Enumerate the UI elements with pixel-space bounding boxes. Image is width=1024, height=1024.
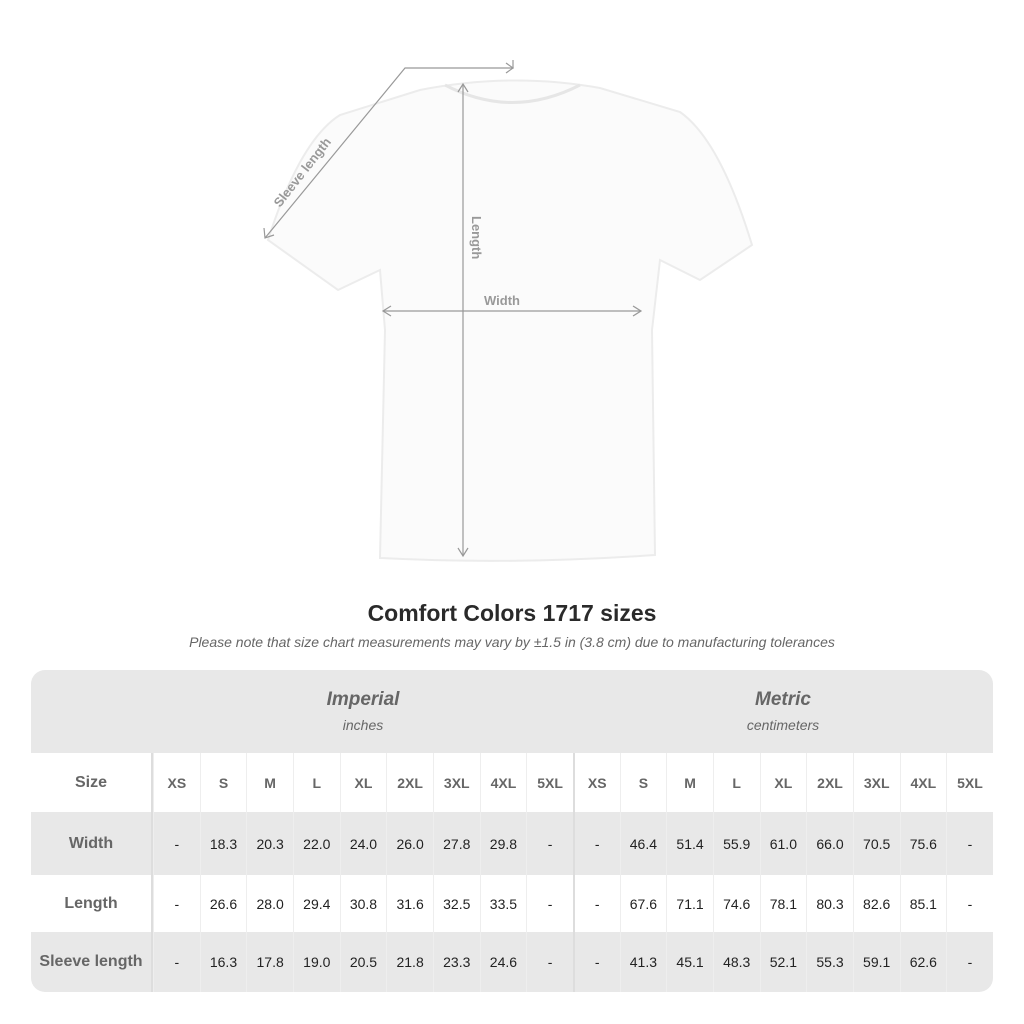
- metric-value-cell: 41.3: [619, 932, 667, 992]
- metric-value-cell: 70.5: [852, 812, 900, 875]
- metric-value-cell: -: [572, 812, 620, 875]
- row-label: Sleeve length: [31, 932, 153, 992]
- size-header-cell: 4XL: [479, 753, 527, 812]
- imperial-value-cell: 17.8: [246, 932, 293, 992]
- size-header-cell: 2XL: [386, 753, 433, 812]
- imperial-value-cell: 21.8: [386, 932, 433, 992]
- imperial-value-cell: 20.5: [339, 932, 387, 992]
- unit-header: Imperial inches Metric centimeters: [31, 670, 993, 753]
- metric-value-cell: 61.0: [759, 812, 807, 875]
- metric-value-cell: 85.1: [899, 875, 947, 932]
- metric-unit: centimeters: [746, 717, 820, 733]
- size-header-cell: XS: [572, 753, 620, 812]
- size-header-cell: M: [246, 753, 293, 812]
- length-label: Length: [469, 216, 484, 259]
- metric-value-cell: 78.1: [759, 875, 807, 932]
- imperial-value-cell: 27.8: [432, 812, 480, 875]
- metric-value-cell: 45.1: [666, 932, 713, 992]
- tolerance-note: Please note that size chart measurements…: [189, 634, 835, 650]
- imperial-value-cell: 20.3: [246, 812, 293, 875]
- metric-value-cell: -: [946, 812, 993, 875]
- metric-value-cell: -: [946, 875, 993, 932]
- metric-value-cell: 74.6: [712, 875, 760, 932]
- metric-value-cell: 51.4: [666, 812, 713, 875]
- size-header-cell: XS: [153, 753, 200, 812]
- imperial-value-cell: 29.4: [292, 875, 340, 932]
- metric-value-cell: 55.3: [806, 932, 853, 992]
- metric-header: Metric centimeters: [573, 670, 993, 733]
- table-row: Length -26.6 28.0 29.4 30.8 31.6 32.5 33.5- -67.…: [31, 875, 993, 932]
- size-header-cell: S: [199, 753, 247, 812]
- width-label: Width: [484, 293, 520, 308]
- metric-value-cell: -: [572, 875, 620, 932]
- metric-value-cell: 66.0: [806, 812, 853, 875]
- metric-value-cell: 46.4: [619, 812, 667, 875]
- imperial-value-cell: -: [526, 812, 573, 875]
- metric-value-cell: -: [946, 932, 993, 992]
- imperial-value-cell: 16.3: [199, 932, 247, 992]
- metric-value-cell: 55.9: [712, 812, 760, 875]
- sleeve-line: [264, 60, 514, 239]
- table-row: Sleeve length -16.3 17.8 19.0 20.5 21.8 23.3 24…: [31, 932, 993, 992]
- imperial-value-cell: 31.6: [386, 875, 433, 932]
- size-header-cell: 5XL: [946, 753, 993, 812]
- size-header-cell: 5XL: [526, 753, 573, 812]
- row-label: Length: [31, 875, 153, 932]
- imperial-value-cell: 19.0: [292, 932, 340, 992]
- imperial-value-cell: 30.8: [339, 875, 387, 932]
- metric-value-cell: 82.6: [852, 875, 900, 932]
- metric-value-cell: 52.1: [759, 932, 807, 992]
- metric-value-cell: -: [572, 932, 620, 992]
- metric-title: Metric: [755, 689, 811, 710]
- imperial-value-cell: 26.6: [199, 875, 247, 932]
- metric-value-cell: 75.6: [899, 812, 947, 875]
- size-header-row: Size XS S M L XL 2XL 3XL 4XL 5XL XS S M L XL 2XL 3XL 4XL 5…: [31, 753, 993, 812]
- imperial-value-cell: 29.8: [479, 812, 527, 875]
- size-header-cell: L: [712, 753, 760, 812]
- size-header-cell: S: [619, 753, 667, 812]
- table-row: Width -18.3 20.3 22.0 24.0 26.0 27.8 29.8- -46.4…: [31, 812, 993, 875]
- size-table: Imperial inches Metric centimeters Size X…: [31, 670, 993, 992]
- imperial-value-cell: -: [153, 875, 200, 932]
- imperial-value-cell: -: [153, 812, 200, 875]
- imperial-value-cell: 18.3: [199, 812, 247, 875]
- imperial-value-cell: -: [526, 932, 573, 992]
- imperial-value-cell: 23.3: [432, 932, 480, 992]
- tshirt-image: [266, 79, 754, 562]
- metric-value-cell: 71.1: [666, 875, 713, 932]
- imperial-value-cell: 24.6: [479, 932, 527, 992]
- size-header-cell: XL: [759, 753, 807, 812]
- size-header-cell: 4XL: [899, 753, 947, 812]
- metric-value-cell: 67.6: [619, 875, 667, 932]
- metric-value-cell: 62.6: [899, 932, 947, 992]
- imperial-value-cell: 33.5: [479, 875, 527, 932]
- size-header-cell: 2XL: [806, 753, 853, 812]
- imperial-title: Imperial: [326, 689, 400, 710]
- imperial-value-cell: 24.0: [339, 812, 387, 875]
- size-header-cell: 3XL: [852, 753, 900, 812]
- tshirt-diagram: Sleeve length Length Width: [263, 60, 754, 562]
- size-header-cell: L: [292, 753, 340, 812]
- imperial-value-cell: 28.0: [246, 875, 293, 932]
- imperial-value-cell: -: [153, 932, 200, 992]
- row-label: Width: [31, 812, 153, 875]
- imperial-header: Imperial inches: [153, 670, 573, 733]
- size-header-cell: XL: [339, 753, 387, 812]
- page-title: Comfort Colors 1717 sizes: [367, 600, 657, 626]
- row-label: Size: [31, 753, 153, 812]
- metric-value-cell: 59.1: [852, 932, 900, 992]
- imperial-value-cell: 32.5: [432, 875, 480, 932]
- imperial-value-cell: 26.0: [386, 812, 433, 875]
- imperial-value-cell: -: [526, 875, 573, 932]
- metric-value-cell: 80.3: [806, 875, 853, 932]
- size-header-cell: 3XL: [432, 753, 480, 812]
- metric-value-cell: 48.3: [712, 932, 760, 992]
- size-header-cell: M: [666, 753, 713, 812]
- imperial-value-cell: 22.0: [292, 812, 340, 875]
- imperial-unit: inches: [342, 717, 384, 733]
